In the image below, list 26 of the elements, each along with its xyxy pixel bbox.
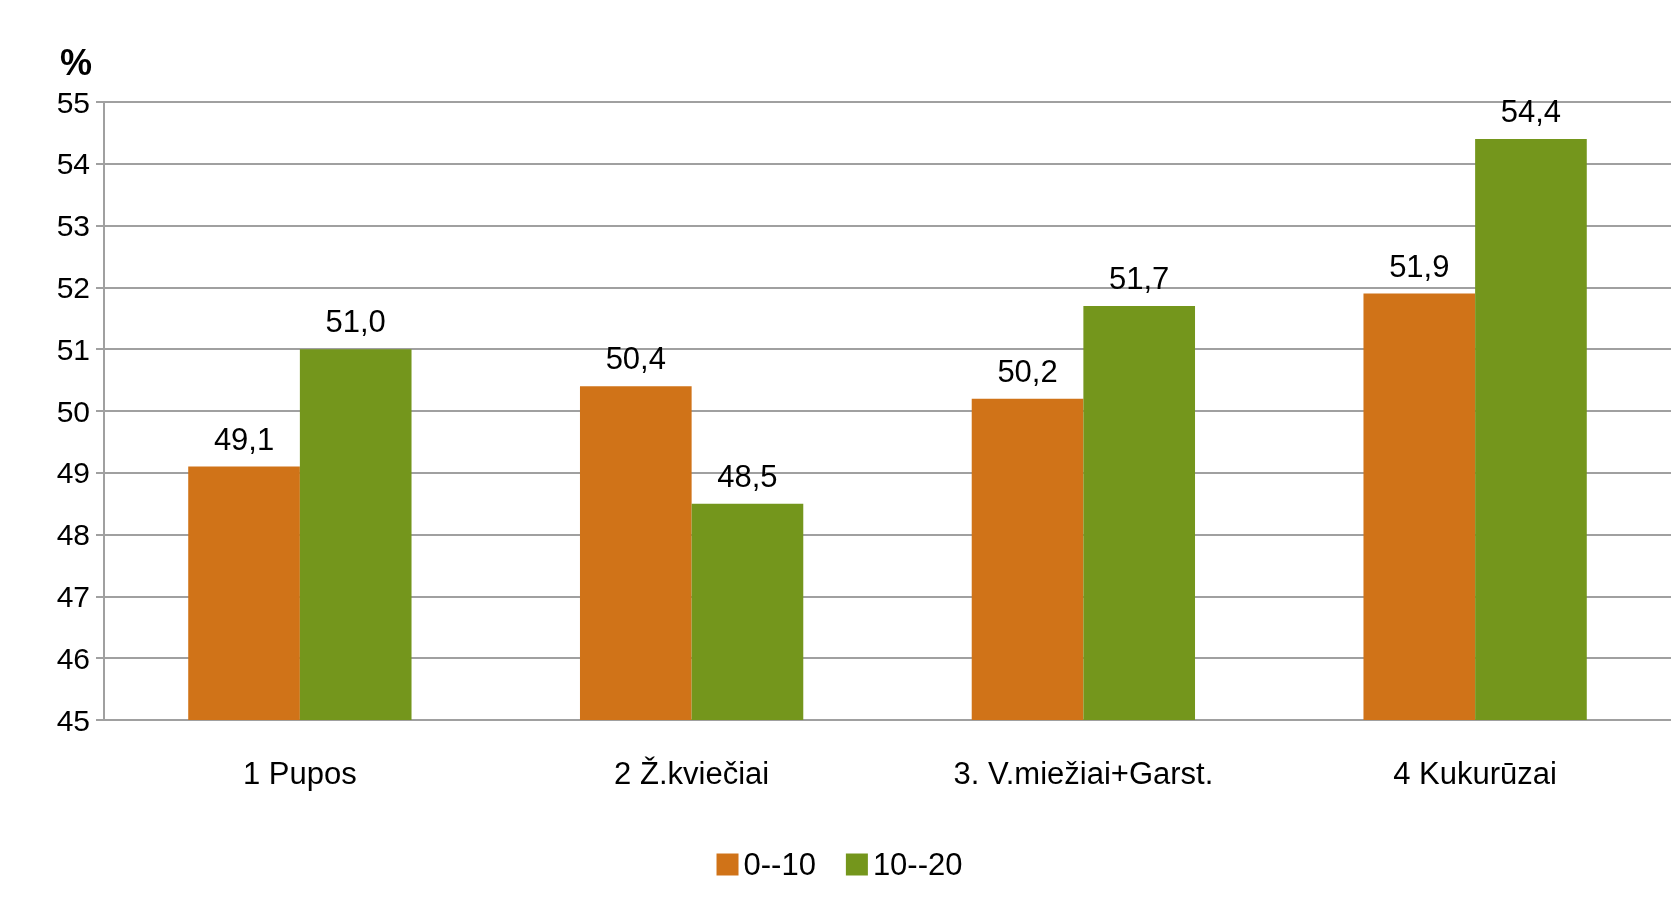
x-tick-label: 1 Pupos (242, 756, 357, 791)
y-tick-label: 45 (56, 703, 90, 737)
y-tick-label: 52 (56, 270, 90, 304)
data-label: 50,4 (605, 341, 666, 377)
x-tick-label: 2 Ž.kviečiai (614, 756, 770, 791)
y-tick-label: 54 (56, 147, 90, 181)
y-tick-label: 55 (56, 85, 90, 119)
y-tick-label: 51 (56, 332, 90, 366)
x-tick-label: 4 Kukurūzai (1393, 756, 1557, 791)
y-tick-label: 46 (56, 641, 90, 675)
data-label: 49,1 (213, 421, 275, 457)
legend-label: 10--20 (872, 847, 963, 882)
y-tick-label: 53 (56, 209, 90, 243)
data-label: 48,5 (717, 458, 778, 494)
y-axis-title: % (59, 41, 92, 83)
y-tick-label: 49 (56, 456, 90, 490)
data-label: 51,9 (1389, 248, 1450, 284)
y-tick-label: 48 (56, 518, 90, 552)
y-tick-label: 47 (56, 579, 90, 613)
legend-label: 0--10 (743, 847, 816, 882)
data-label: 54,4 (1500, 94, 1562, 130)
data-label: 51,7 (1109, 260, 1170, 296)
x-tick-label: 3. V.miežiai+Garst. (953, 756, 1214, 791)
data-label: 51,0 (325, 304, 386, 340)
y-tick-label: 50 (56, 394, 90, 428)
data-label: 50,2 (997, 353, 1058, 389)
